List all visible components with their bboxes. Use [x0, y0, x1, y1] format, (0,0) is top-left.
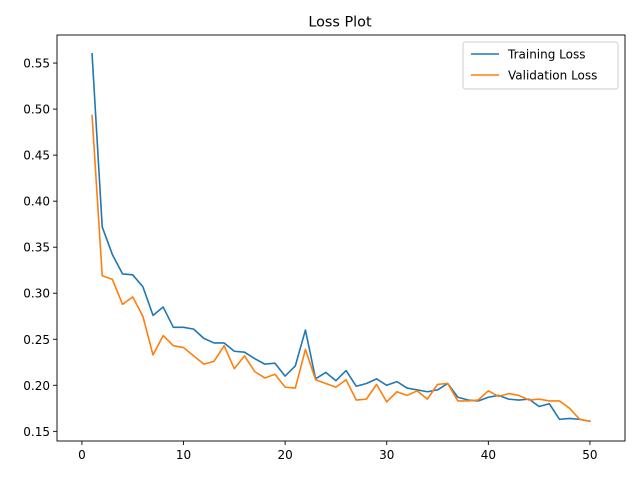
series-layer	[91, 53, 591, 423]
series-line-validation-loss	[91, 114, 591, 423]
series-line-training-loss	[91, 53, 591, 423]
y-tick-label: 0.45	[23, 149, 50, 163]
y-tick-label: 0.30	[23, 287, 50, 301]
plot-frame	[56, 34, 626, 442]
y-tick-label: 0.25	[23, 333, 50, 347]
legend: Training Loss Validation Loss	[462, 41, 619, 90]
x-tick-label: 50	[582, 448, 597, 462]
x-tick-label: 40	[481, 448, 496, 462]
axes-layer: 0 10 20 30 40 50 0.15 0.20 0.25 0.30 0.35 0.40 0.45 0…	[23, 34, 626, 462]
y-tick-label: 0.50	[23, 103, 50, 117]
chart-title: Loss Plot	[308, 15, 372, 31]
x-tick-label: 30	[379, 448, 394, 462]
x-tick-label: 0	[78, 448, 86, 462]
y-tick-label: 0.20	[23, 379, 50, 393]
y-tick-label: 0.55	[23, 57, 50, 71]
x-tick-label: 10	[176, 448, 191, 462]
legend-box	[462, 41, 619, 90]
x-tick-label: 20	[277, 448, 292, 462]
legend-label: Validation Loss	[508, 69, 597, 83]
y-tick-label: 0.35	[23, 241, 50, 255]
legend-label: Training Loss	[507, 48, 585, 62]
y-tick-label: 0.15	[23, 425, 50, 439]
y-tick-label: 0.40	[23, 195, 50, 209]
